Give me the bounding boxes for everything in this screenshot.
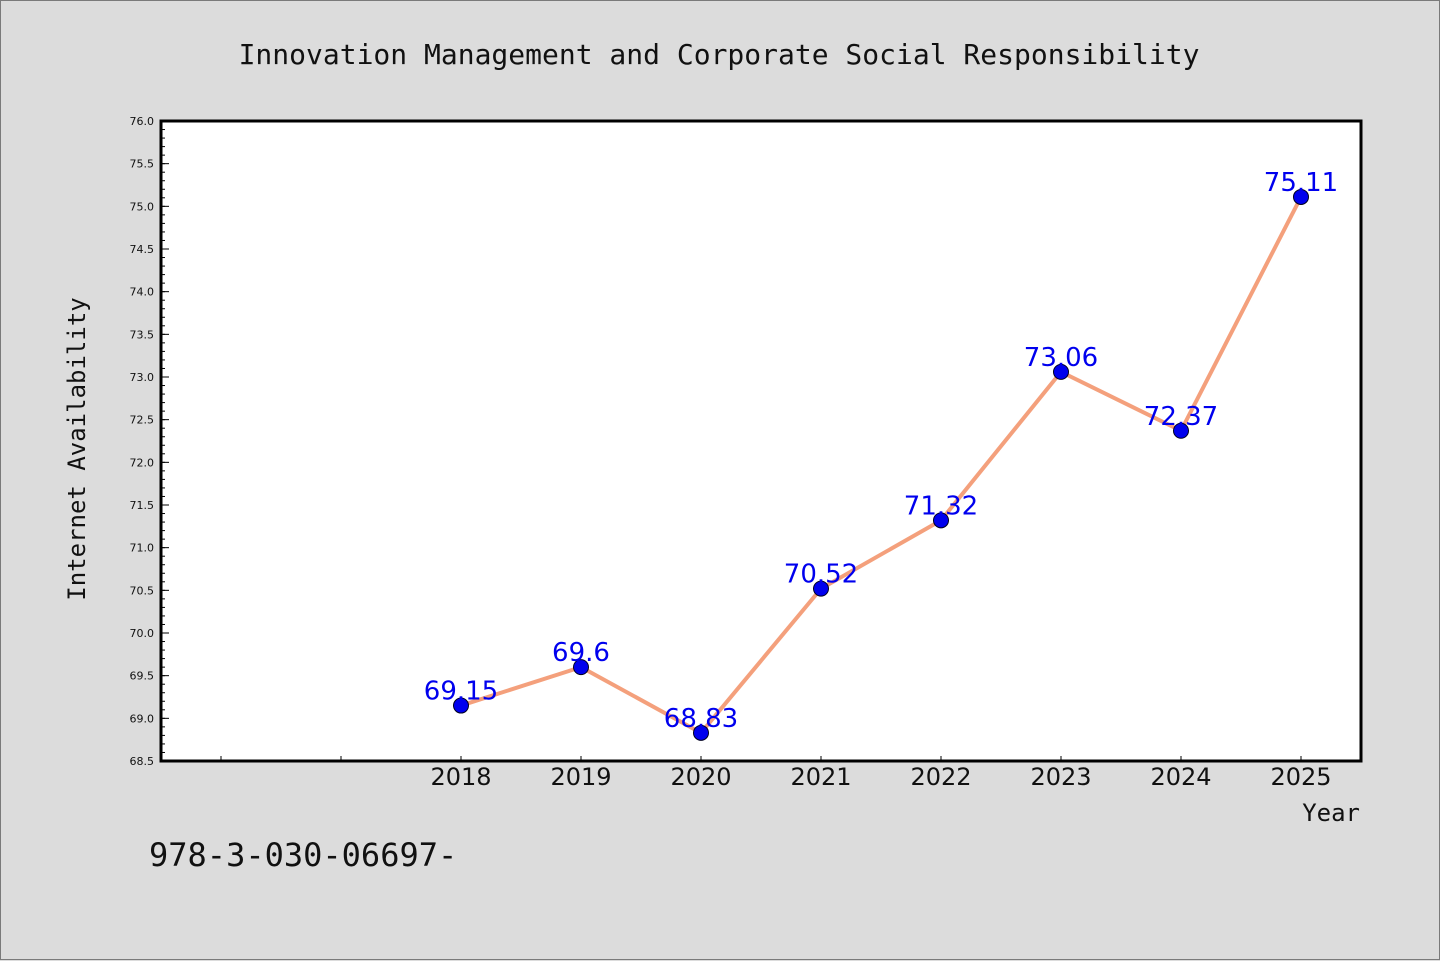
x-tick-label: 2025 [1270, 763, 1331, 791]
y-tick-label: 75.5 [130, 158, 155, 171]
data-point [1173, 422, 1189, 439]
x-tick-label: 2021 [790, 763, 851, 791]
y-tick-label: 73.0 [130, 371, 155, 384]
data-point [693, 724, 709, 741]
data-label: 70.52 [784, 560, 858, 590]
x-tick-label: 2018 [430, 763, 491, 791]
x-tick-label: 2019 [550, 763, 611, 791]
y-tick-label: 69.0 [130, 712, 155, 725]
x-axis: 2018 2019 2020 2021 2022 2023 2024 2025 [220, 756, 1332, 791]
x-tick-label: 2023 [1030, 763, 1091, 791]
y-tick-label: 76.0 [130, 115, 155, 128]
data-point [1293, 188, 1309, 205]
data-label: 75.11 [1264, 168, 1338, 198]
y-tick-label: 73.5 [130, 328, 155, 341]
plot-area [159, 119, 1363, 763]
y-tick-label: 74.0 [130, 286, 155, 299]
y-tick-label: 74.5 [130, 243, 155, 256]
x-tick-label: 2022 [910, 763, 971, 791]
data-point [573, 659, 589, 676]
x-tick-label: 2024 [1150, 763, 1211, 791]
y-tick-label: 71.5 [130, 499, 155, 512]
data-point [813, 580, 829, 597]
series-layer: 69.15 69.6 68.83 70.52 71.32 73.06 72.37 75.11 [424, 168, 1338, 741]
x-tick-label: 2020 [670, 763, 731, 791]
y-axis: 68.5 69.0 69.5 70.0 70.5 71.0 71.5 72.0 72.5 73.0… [130, 115, 169, 768]
y-tick-label: 70.5 [130, 584, 155, 597]
data-label: 71.32 [904, 491, 978, 521]
data-point [933, 512, 949, 529]
x-axis-label: Year [1302, 799, 1360, 827]
data-label: 69.6 [552, 638, 610, 668]
data-label: 68.83 [664, 704, 738, 734]
data-point [1053, 363, 1069, 380]
y-tick-label: 70.0 [130, 627, 155, 640]
data-label: 69.15 [424, 677, 498, 707]
y-axis-label: Internet Availability [63, 297, 91, 600]
chart-title: Innovation Management and Corporate Soci… [239, 38, 1200, 71]
data-label: 73.06 [1024, 343, 1098, 373]
y-tick-label: 68.5 [130, 755, 155, 768]
data-label: 72.37 [1144, 402, 1218, 432]
y-tick-label: 72.0 [130, 456, 155, 469]
y-tick-label: 71.0 [130, 542, 155, 555]
footer-text: 978-3-030-06697- [149, 836, 457, 874]
y-tick-label: 72.5 [130, 414, 155, 427]
data-point [453, 697, 469, 714]
series-line [459, 194, 1303, 735]
y-tick-label: 69.5 [130, 670, 155, 683]
y-tick-label: 75.0 [130, 200, 155, 213]
